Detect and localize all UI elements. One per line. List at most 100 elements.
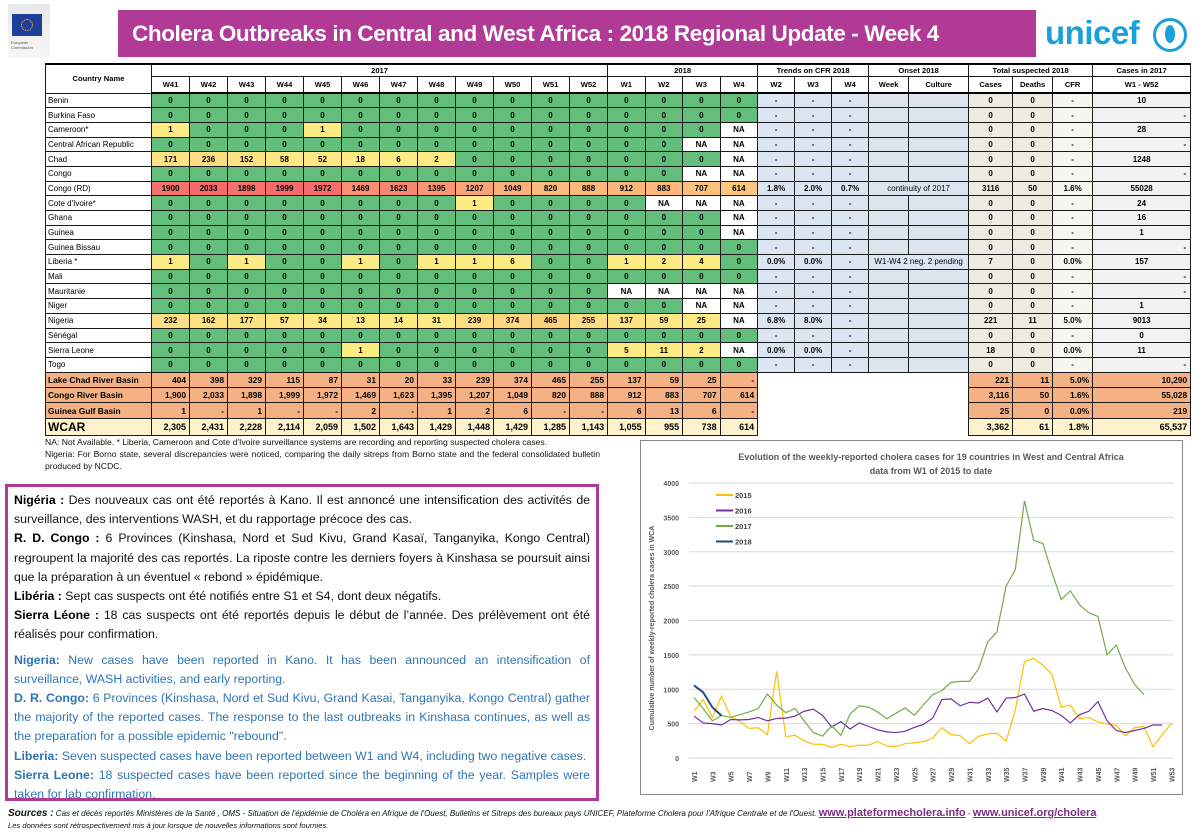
table-row: Sierra Leone 0 0 0 0 0 1 0 0 0 0 0 0 5 11 2 NA 0.0% 0.0% -1… xyxy=(45,342,1192,358)
header-week-2017: W47 xyxy=(379,75,418,94)
cases-2017-cell: 0 xyxy=(303,298,342,314)
cases-2017-cell: 0 xyxy=(455,239,494,256)
onset-cell-empty xyxy=(868,224,910,241)
sum-2017-cell: - xyxy=(303,402,342,419)
cases-2017-total-cell: - xyxy=(1092,107,1192,123)
cases-2017-cell: 0 xyxy=(265,239,304,256)
sum-deaths-cell: 61 xyxy=(1012,417,1054,436)
cases-2017-cell: 0 xyxy=(189,195,228,211)
sum-2017-cell: 465 xyxy=(531,371,570,388)
sum-2017-cell: 1,285 xyxy=(531,417,570,436)
cases-2017-cell: 0 xyxy=(227,342,266,358)
cases-2018-cell: 0 xyxy=(644,121,684,138)
sum-2017-cell: 1,900 xyxy=(151,386,190,404)
header-week-2017: W48 xyxy=(417,75,456,94)
sum-2017-cell: 1,395 xyxy=(417,386,456,404)
onset-cell-empty xyxy=(868,195,910,211)
header-cases-2017: Cases in 2017 xyxy=(1092,63,1192,77)
total-deaths-cell: 0 xyxy=(1012,224,1054,241)
cfr-trend-cell: 6.8% xyxy=(757,312,796,329)
cases-2017-cell: 1972 xyxy=(303,180,342,197)
cases-2017-cell: 0 xyxy=(265,298,304,314)
y-tick-label: 1000 xyxy=(663,687,679,694)
sum-2017-cell: 87 xyxy=(303,371,342,388)
sum-2018-cell: 1,055 xyxy=(607,417,646,436)
cases-2017-cell: 0 xyxy=(151,356,190,373)
total-deaths-cell: 0 xyxy=(1012,92,1054,109)
unicef-cholera-link[interactable]: www.unicef.org/cholera xyxy=(972,807,1097,819)
x-tick-label: W41 xyxy=(1059,768,1066,783)
sum-2017-cell: 31 xyxy=(341,371,380,388)
cases-2018-cell: 11 xyxy=(644,342,684,358)
onset-cell-empty xyxy=(868,151,910,167)
onset-cell-empty xyxy=(908,151,970,167)
series-line-2018 xyxy=(693,684,723,717)
cases-2017-cell: 0 xyxy=(341,239,380,256)
sum-2017-cell: 239 xyxy=(455,371,494,388)
country-name: Congo (RD) xyxy=(45,180,152,197)
cases-2018-cell: NA xyxy=(719,283,759,300)
header-week-2017: W49 xyxy=(455,75,494,94)
cases-2018-cell: 1 xyxy=(607,254,646,270)
header-week-2018: W4 xyxy=(719,75,759,94)
sum-2017-cell: - xyxy=(189,402,228,419)
cases-2017-cell: 57 xyxy=(265,312,304,329)
total-cases-cell: 0 xyxy=(968,165,1014,182)
country-name: Sénégal xyxy=(45,327,152,344)
cases-2017-cell: 0 xyxy=(151,136,190,153)
cases-2017-cell: 255 xyxy=(568,312,609,329)
cases-2017-total-cell: 1248 xyxy=(1092,151,1192,167)
table-row: Ghana 0 0 0 0 0 0 0 0 0 0 0 0 0 0 0 NA - - -0 0-16 xyxy=(45,210,1192,226)
cases-2017-cell: 0 xyxy=(531,283,570,300)
cases-2017-cell: 0 xyxy=(379,268,418,285)
note-nigeria: Nigeria: For Borno state, several discre… xyxy=(45,449,600,471)
cases-2017-cell: 0 xyxy=(303,254,342,270)
cfr-trend-cell: - xyxy=(794,136,833,153)
total-cases-cell: 0 xyxy=(968,92,1014,109)
sum-2017-cell: 1 xyxy=(417,402,456,419)
cases-2017-cell: 0 xyxy=(417,268,456,285)
summary-paragraph-en: D. R. Congo: 6 Provinces (Kinshasa, Nord… xyxy=(14,689,590,747)
onset-cell-empty xyxy=(908,107,970,123)
row-label: WCAR xyxy=(45,417,152,436)
cfr-trend-cell: - xyxy=(831,254,870,270)
onset-cell-empty xyxy=(868,327,910,344)
cases-2018-cell: 0 xyxy=(719,254,759,270)
plateforme-cholera-link[interactable]: www.plateformecholera.info xyxy=(818,807,966,819)
cases-2017-cell: 0 xyxy=(493,298,532,314)
table-row: Congo 0 0 0 0 0 0 0 0 0 0 0 0 0 0 NA NA - - -0 0- - xyxy=(45,165,1192,182)
cases-2017-cell: 0 xyxy=(531,195,570,211)
cases-2017-cell: 0 xyxy=(417,195,456,211)
cfr-trend-cell: - xyxy=(757,92,796,109)
country-name: Sierra Leone xyxy=(45,342,152,358)
header-2017: 2017 xyxy=(150,63,609,77)
cfr-trend-cell: - xyxy=(831,327,870,344)
cfr-trend-cell: - xyxy=(831,210,870,226)
cfr-trend-cell: - xyxy=(831,356,870,373)
header-week-2017: W50 xyxy=(493,75,532,94)
cases-2017-cell: 0 xyxy=(227,298,266,314)
cases-2018-cell: NA xyxy=(682,195,721,211)
cases-2018-cell: NA xyxy=(719,121,759,138)
total-cases-cell: 0 xyxy=(968,224,1014,241)
cases-2018-cell: NA xyxy=(719,312,759,329)
cases-2017-cell: 0 xyxy=(455,136,494,153)
total-cfr-cell: - xyxy=(1052,283,1094,300)
cases-2017-cell: 0 xyxy=(189,107,228,123)
onset-cell-empty xyxy=(868,92,910,109)
onset-cell: continuity of 2017 xyxy=(868,180,970,197)
cases-2017-cell: 0 xyxy=(568,268,609,285)
weekly-cases-chart: Evolution of the weekly-reported cholera… xyxy=(640,440,1183,795)
onset-cell-empty xyxy=(908,224,970,241)
cases-2017-cell: 31 xyxy=(417,312,456,329)
sum-cfr-cell: 0.0% xyxy=(1052,402,1094,419)
sum-deaths-cell: 50 xyxy=(1012,386,1054,404)
total-deaths-cell: 0 xyxy=(1012,151,1054,167)
cfr-trend-cell: - xyxy=(757,195,796,211)
cases-2017-cell: 0 xyxy=(227,210,266,226)
cases-2018-cell: NA xyxy=(719,195,759,211)
basin-row: Guinea Gulf Basin 1-1- -2-1 2 6- -6 13 6-25 0 0.0… xyxy=(45,402,1192,419)
cases-2018-cell: NA xyxy=(682,298,721,314)
x-tick-label: W11 xyxy=(784,768,791,782)
cfr-trend-cell: - xyxy=(794,165,833,182)
